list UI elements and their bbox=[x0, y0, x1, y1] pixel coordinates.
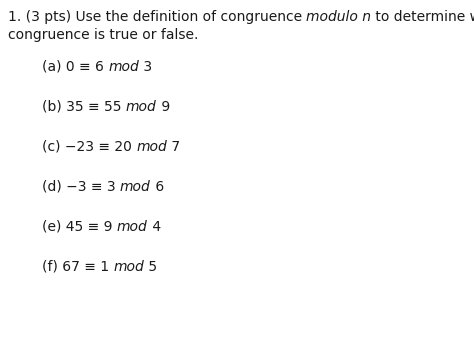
Text: 5: 5 bbox=[144, 260, 157, 274]
Text: 7: 7 bbox=[167, 140, 180, 154]
Text: mod: mod bbox=[126, 100, 156, 114]
Text: mod: mod bbox=[113, 260, 144, 274]
Text: 1. (3 pts) Use the definition of congruence: 1. (3 pts) Use the definition of congrue… bbox=[8, 10, 307, 24]
Text: (f) 67 ≡ 1: (f) 67 ≡ 1 bbox=[42, 260, 113, 274]
Text: (b) 35 ≡ 55: (b) 35 ≡ 55 bbox=[42, 100, 126, 114]
Text: (d) −3 ≡ 3: (d) −3 ≡ 3 bbox=[42, 180, 120, 194]
Text: 9: 9 bbox=[156, 100, 170, 114]
Text: modulo n: modulo n bbox=[307, 10, 372, 24]
Text: 6: 6 bbox=[151, 180, 164, 194]
Text: mod: mod bbox=[136, 140, 167, 154]
Text: mod: mod bbox=[120, 180, 151, 194]
Text: mod: mod bbox=[108, 60, 139, 74]
Text: mod: mod bbox=[117, 220, 147, 234]
Text: to determine whether the: to determine whether the bbox=[372, 10, 474, 24]
Text: congruence is true or false.: congruence is true or false. bbox=[8, 28, 199, 42]
Text: 3: 3 bbox=[139, 60, 152, 74]
Text: 4: 4 bbox=[147, 220, 161, 234]
Text: (c) −23 ≡ 20: (c) −23 ≡ 20 bbox=[42, 140, 136, 154]
Text: (e) 45 ≡ 9: (e) 45 ≡ 9 bbox=[42, 220, 117, 234]
Text: (a) 0 ≡ 6: (a) 0 ≡ 6 bbox=[42, 60, 108, 74]
